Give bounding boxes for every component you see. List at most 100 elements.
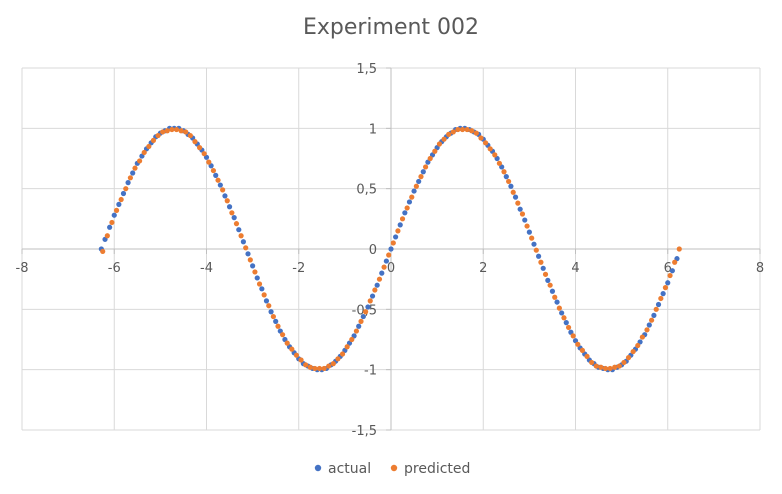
data-point-actual [356,323,362,329]
data-point-predicted [284,340,290,346]
data-point-predicted [358,318,364,324]
data-point-predicted [146,143,152,150]
data-point-predicted [201,151,207,157]
data-point-actual [268,309,274,315]
legend: actual predicted [314,461,470,477]
data-point-actual [522,217,528,223]
data-point-actual [397,222,403,228]
data-point-actual [388,246,394,252]
data-point-actual [517,206,523,212]
data-point-predicted [127,175,133,181]
data-point-predicted [381,264,387,270]
data-point-predicted [487,146,493,152]
data-point-predicted [386,252,392,258]
data-point-predicted [436,141,443,147]
data-point-predicted [330,361,336,367]
x-tick-label: 4 [571,261,579,276]
data-point-predicted [413,183,419,189]
data-point-predicted [215,177,221,183]
data-point-predicted [339,351,346,357]
data-point-actual [213,172,219,178]
data-point-actual [120,190,127,197]
data-point-actual [416,178,422,185]
data-point-predicted [450,129,456,135]
data-point-predicted [625,355,632,361]
data-point-actual [406,199,413,205]
data-point-predicted [639,334,645,340]
data-point-predicted [229,210,235,216]
data-point-predicted [252,269,258,275]
data-point-predicted [561,315,567,321]
data-point-predicted [575,341,581,347]
data-point-predicted [164,128,170,134]
series-predicted [100,126,682,372]
data-point-actual [360,313,366,320]
data-point-actual [655,301,662,308]
data-point-predicted [160,129,166,135]
data-point-actual [393,234,399,240]
data-point-actual [263,298,270,304]
chart-title: Experiment 002 [303,15,479,40]
data-point-predicted [390,240,396,246]
data-point-predicted [326,363,332,369]
data-point-predicted [266,303,272,309]
data-point-predicted [584,353,590,359]
data-point-predicted [178,128,184,134]
x-tick-label: 2 [479,261,487,276]
data-point-actual [116,201,122,207]
data-point-predicted [556,305,562,311]
y-tick-label: -1 [364,364,377,379]
data-point-actual [273,318,279,324]
data-point-predicted [220,187,226,193]
data-point-predicted [187,132,193,139]
data-point-predicted [547,282,553,288]
data-point-actual [383,258,389,264]
x-tick-label: -2 [292,261,305,276]
data-point-predicted [519,211,526,217]
data-point-actual [402,210,408,216]
data-point-actual [531,241,537,247]
y-tick-label: 0,5 [356,183,377,198]
x-tick-label: -8 [16,261,29,276]
legend-marker-actual [314,464,322,472]
data-point-predicted [137,158,143,164]
y-tick-label: 1 [369,122,377,137]
data-point-predicted [501,169,507,175]
data-point-predicted [644,327,650,333]
data-point-predicted [422,164,429,170]
data-point-predicted [243,245,249,251]
data-point-predicted [344,344,350,350]
data-point-predicted [298,357,304,363]
data-point-predicted [395,228,401,234]
data-point-predicted [496,160,502,166]
data-point-predicted [293,352,300,358]
data-point-predicted [173,126,180,133]
y-tick-label: -1,5 [352,424,377,439]
data-point-predicted [662,285,669,291]
data-point-predicted [635,342,641,349]
data-point-predicted [353,328,360,334]
data-point-predicted [335,356,341,362]
data-point-predicted [524,223,530,229]
data-point-predicted [570,333,576,339]
data-point-predicted [247,257,253,263]
data-point-predicted [658,295,664,302]
data-point-predicted [349,336,355,343]
data-point-predicted [506,178,512,185]
data-point-actual [545,277,551,283]
data-point-predicted [141,149,147,156]
data-point-predicted [289,346,295,352]
data-point-predicted [256,281,263,287]
data-point-actual [245,251,251,257]
data-point-actual [559,310,565,316]
data-point-predicted [321,365,327,372]
data-point-actual [259,286,265,292]
data-point-predicted [150,137,157,143]
data-point-actual [526,229,532,235]
data-point-predicted [238,233,244,239]
data-point-predicted [123,186,129,192]
data-point-predicted [515,200,521,206]
data-point-predicted [270,313,276,320]
data-point-actual [554,299,560,305]
data-point-predicted [510,189,516,195]
